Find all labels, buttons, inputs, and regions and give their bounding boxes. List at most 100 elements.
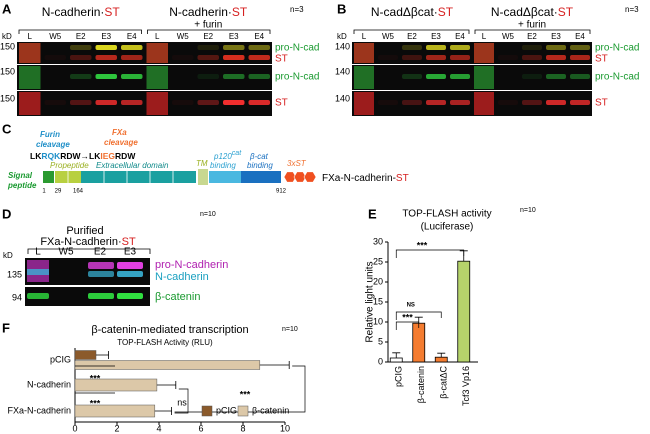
y-tick-label: 20 — [373, 276, 383, 286]
band — [378, 100, 398, 105]
y-tick-label: FXa-N-cadherin — [7, 405, 71, 415]
marker-label: 150 — [0, 93, 15, 103]
construct-name: FXa-N-cadherin-ST — [322, 173, 409, 184]
marker-label: 140 — [335, 66, 350, 76]
error-bar — [259, 361, 290, 369]
bcat-binding — [241, 171, 281, 183]
group-title: N-cadΔβcat·ST — [371, 5, 454, 19]
label-part: LK — [30, 151, 42, 161]
band-label: ST — [595, 54, 608, 65]
blot-strip — [25, 287, 150, 306]
label-part: p120 — [213, 152, 232, 161]
band — [95, 100, 117, 105]
chart-title: β-catenin-mediated transcription — [91, 324, 248, 336]
ladder-smear — [354, 92, 374, 115]
band — [570, 100, 590, 105]
bar — [74, 378, 158, 392]
lane-label: W5 — [382, 32, 395, 41]
ladder-smear — [474, 43, 494, 63]
annotation: cleavage — [104, 138, 138, 147]
lane-label: L — [35, 247, 41, 258]
band — [570, 55, 590, 60]
lane-label: E4 — [127, 32, 137, 41]
bar — [412, 322, 426, 363]
band — [378, 55, 398, 60]
x-tick-label: 6 — [198, 423, 203, 433]
bar — [434, 356, 448, 363]
ladder-smear — [146, 43, 168, 63]
sample-size: n=10 — [520, 207, 536, 214]
domain-label: TM — [196, 159, 208, 168]
marker-label: 140 — [335, 93, 350, 103]
band — [70, 55, 92, 60]
band — [522, 45, 542, 50]
band — [426, 55, 446, 60]
band — [546, 45, 566, 50]
bar — [457, 260, 471, 363]
lane-label: E2 — [527, 32, 537, 41]
bracket — [474, 29, 591, 34]
band — [402, 45, 422, 50]
lane-label: E3 — [101, 32, 111, 41]
ladder-smear — [19, 92, 41, 115]
label-part: ST — [438, 5, 454, 19]
band — [248, 100, 270, 105]
band — [95, 45, 117, 50]
band — [223, 100, 245, 105]
band — [121, 55, 143, 60]
band — [402, 100, 422, 105]
chart-subtitle: (Luciferase) — [421, 222, 474, 233]
lane-label: E2 — [407, 32, 417, 41]
band — [197, 55, 219, 60]
significance-bracket — [395, 311, 442, 320]
band-label: ST — [275, 54, 288, 65]
y-tick-label: N-cadherin — [27, 379, 71, 389]
band — [546, 100, 566, 105]
label-part: N-cadherin· — [169, 5, 232, 19]
band — [70, 45, 92, 50]
band — [498, 100, 518, 105]
domain-label: Propeptide — [50, 161, 89, 170]
significance-bracket — [395, 321, 420, 330]
legend-label: β-catenin — [252, 405, 289, 415]
band — [121, 100, 143, 105]
x-tick-label: Tcf3 Vp16 — [461, 366, 471, 406]
label-part: cat — [232, 150, 242, 157]
signal-peptide — [43, 171, 54, 183]
position: 912 — [276, 189, 287, 195]
band — [95, 74, 117, 79]
band — [402, 74, 422, 79]
domain-label: β-cat — [249, 152, 269, 161]
lane-label: L — [155, 32, 160, 41]
significance: ns — [177, 397, 187, 407]
position: 1 — [42, 189, 46, 195]
ladder-smear — [354, 66, 374, 89]
band-label: ST — [595, 98, 608, 109]
sample-size: n=3 — [290, 5, 304, 14]
unit: kD — [3, 251, 13, 260]
x-tick-label: 0 — [72, 423, 77, 433]
band — [27, 293, 49, 299]
domain-label: Extracellular domain — [96, 161, 169, 170]
legend-label: pCIG — [216, 405, 237, 415]
ladder-smear — [146, 66, 168, 89]
label-part: FXa-N-cadherin- — [322, 173, 396, 184]
annotation: Furin — [40, 130, 60, 139]
band-label: pro-N-cad — [595, 72, 639, 83]
blot-title: FXa-N-cadherin·ST — [40, 236, 136, 248]
band-label: pro-N-cad — [595, 43, 639, 54]
ladder-smear — [146, 92, 168, 115]
label-part: RDW — [60, 151, 81, 161]
treatment: + furin — [194, 20, 222, 31]
lane-label: E3 — [124, 247, 137, 258]
band — [546, 55, 566, 60]
domain-label: Signal — [8, 171, 33, 180]
lane-label: L — [482, 32, 487, 41]
panel-letter: A — [2, 1, 12, 16]
band — [248, 45, 270, 50]
band — [223, 74, 245, 79]
band-label: ST — [275, 98, 288, 109]
x-tick-label: 8 — [240, 423, 245, 433]
x-tick-label: β-catenin — [416, 366, 426, 403]
band — [522, 100, 542, 105]
